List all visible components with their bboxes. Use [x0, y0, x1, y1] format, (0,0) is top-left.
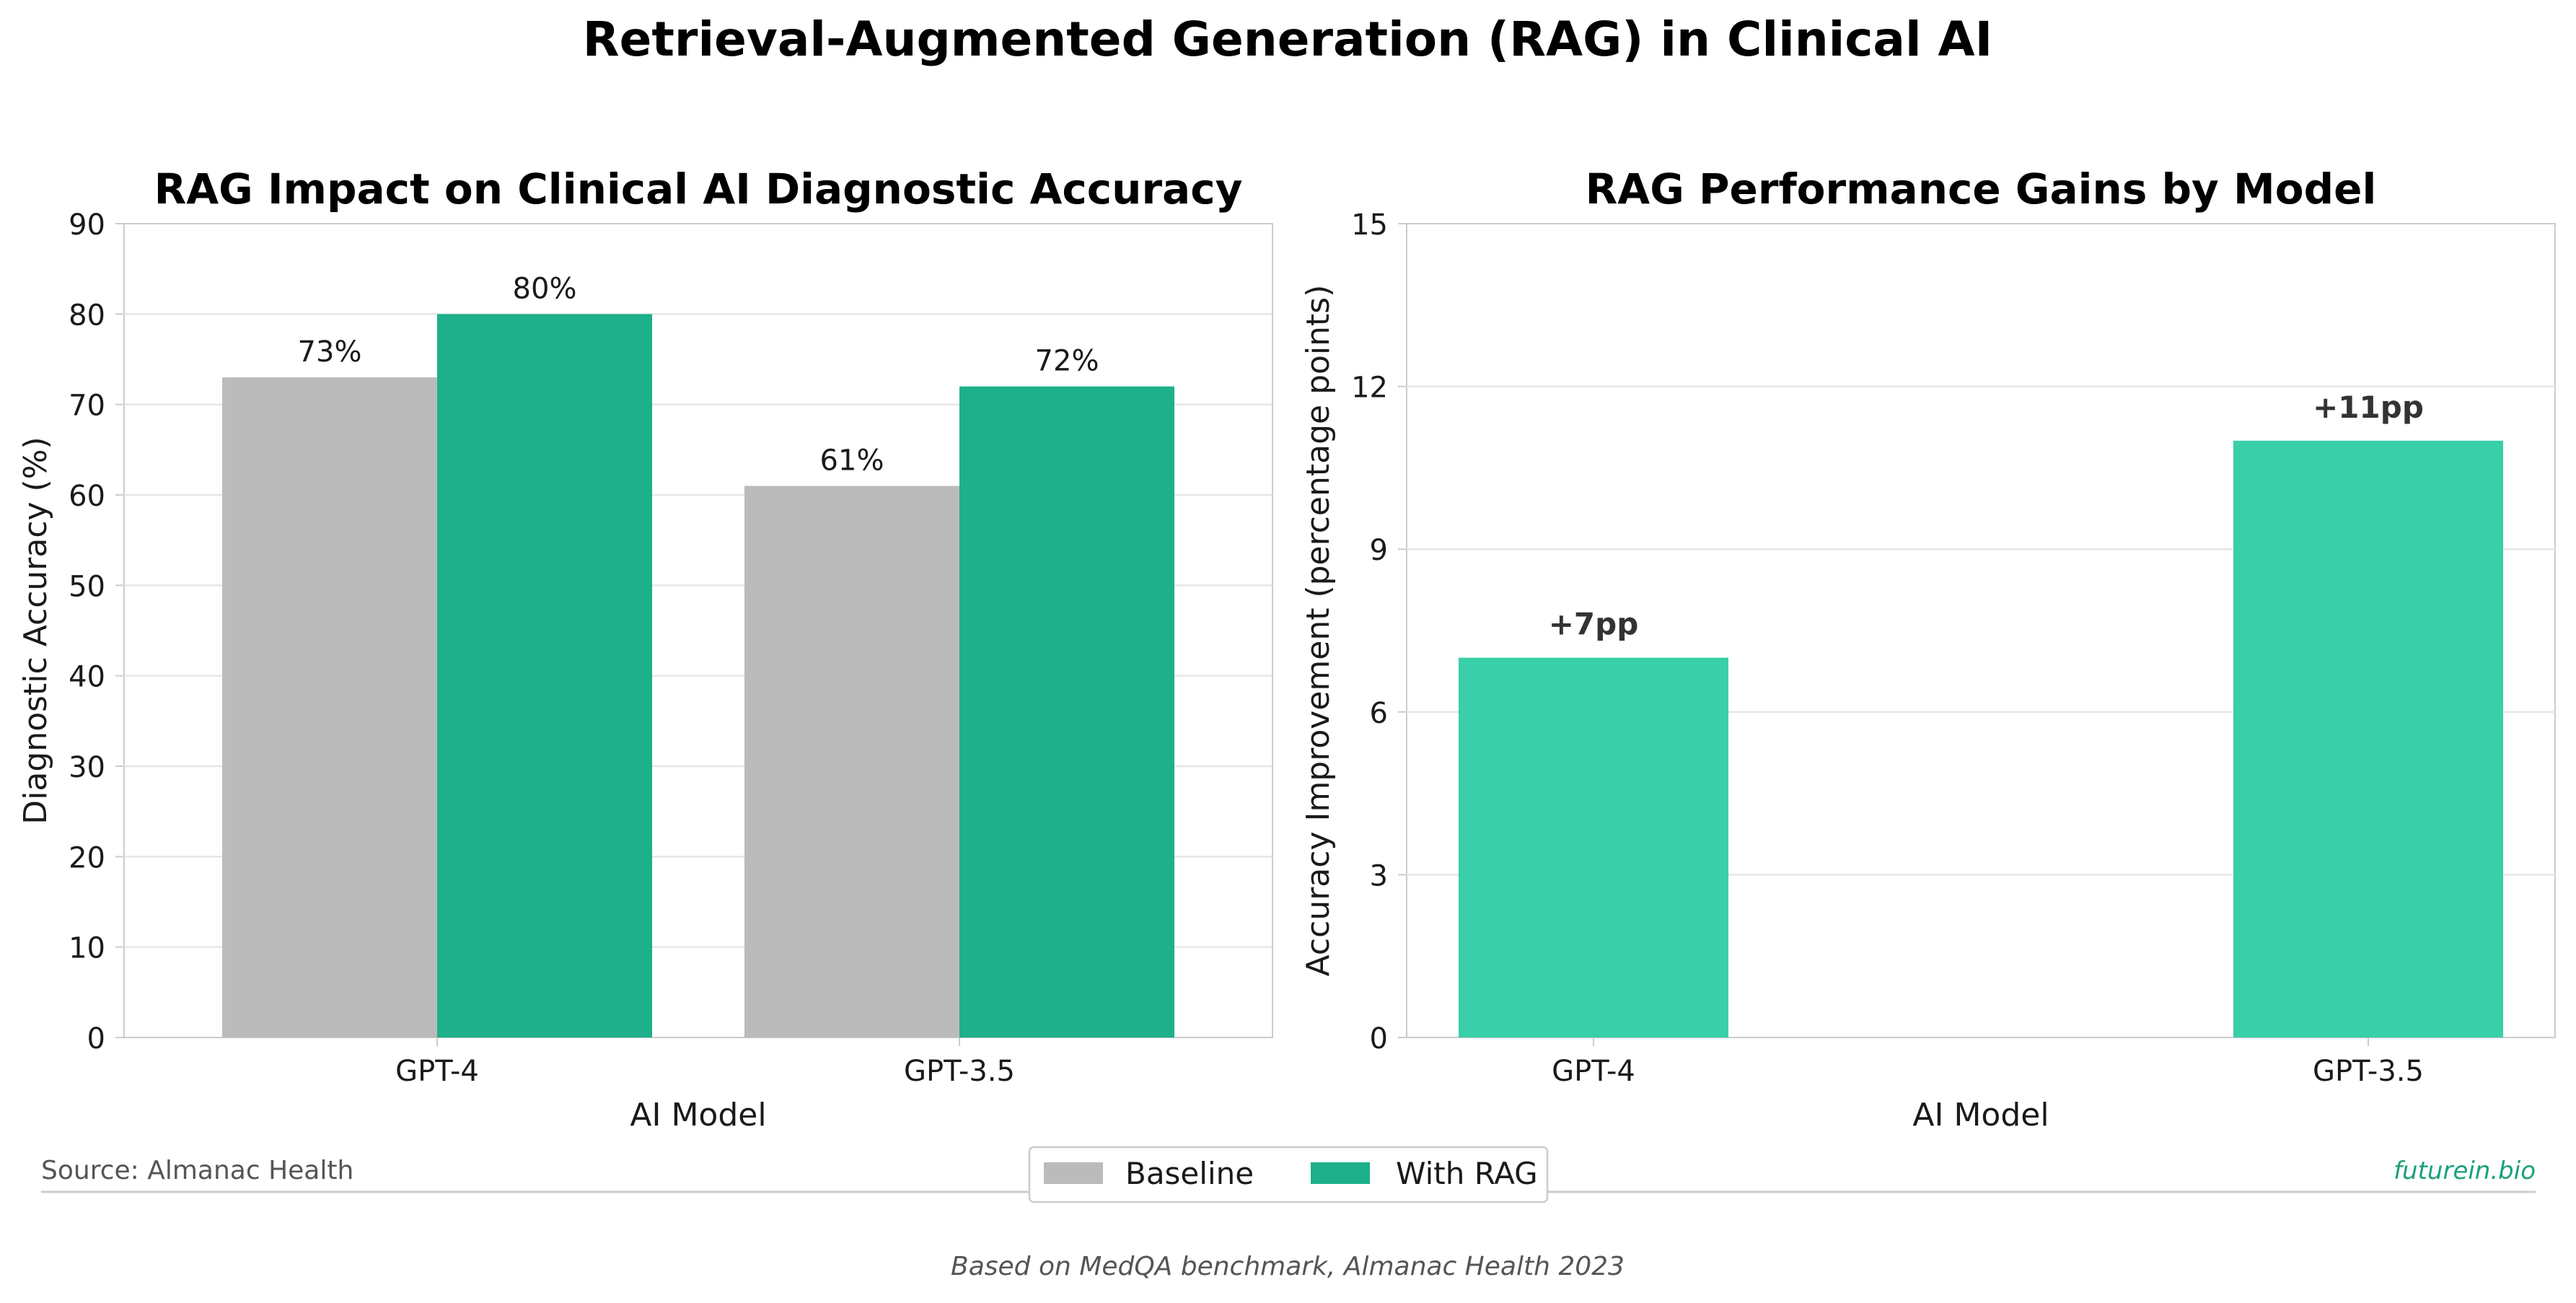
accuracy-y-tick-label: 60: [69, 480, 105, 513]
accuracy-y-tick-label: 90: [69, 209, 105, 242]
gains-x-tick-labels: GPT-4 GPT-3.5: [1552, 1037, 2424, 1088]
gains-y-axis-label: Accuracy Improvement (percentage points): [1300, 285, 1337, 977]
accuracy-chart-title: RAG Impact on Clinical AI Diagnostic Acc…: [154, 164, 1243, 214]
accuracy-y-tick-label: 80: [69, 299, 105, 332]
figure-title: Retrieval-Augmented Generation (RAG) in …: [583, 12, 1992, 67]
gain-value-label: +11pp: [2313, 390, 2424, 425]
gains-chart: 0 3 6 9 12 15 +7pp +11pp GPT-4 GPT-3.5 RAG Perf…: [1300, 164, 2556, 1133]
gains-y-tick-label: 15: [1351, 209, 1388, 242]
gains-chart-title: RAG Performance Gains by Model: [1586, 164, 2377, 214]
gains-y-tick-labels: 0 3 6 9 12 15: [1351, 209, 1407, 1056]
gains-y-tick-label: 6: [1370, 697, 1388, 730]
accuracy-y-tick-label: 70: [69, 390, 105, 423]
gains-x-axis-label: AI Model: [1912, 1097, 2049, 1133]
accuracy-x-tick-label: GPT-3.5: [904, 1055, 1015, 1088]
bar-value-label: 61%: [820, 444, 884, 477]
legend: Baseline With RAG: [1028, 1146, 1549, 1203]
legend-label-rag: With RAG: [1396, 1156, 1538, 1191]
gains-bars: [1459, 440, 2503, 1037]
legend-label-baseline: Baseline: [1125, 1156, 1254, 1191]
accuracy-bar-labels: 73% 80% 61% 72%: [298, 272, 1099, 477]
accuracy-x-axis-label: AI Model: [630, 1097, 766, 1133]
accuracy-x-tick-labels: GPT-4 GPT-3.5: [395, 1037, 1015, 1088]
legend-swatch-baseline: [1044, 1162, 1103, 1184]
accuracy-y-axis-label: Diagnostic Accuracy (%): [17, 436, 54, 824]
legend-swatch-rag: [1311, 1162, 1370, 1184]
bar-baseline: [222, 377, 437, 1037]
gains-y-tick-label: 12: [1351, 372, 1388, 405]
accuracy-y-tick-label: 0: [87, 1022, 105, 1056]
gains-x-tick-label: GPT-3.5: [2313, 1055, 2424, 1088]
bar-baseline: [744, 486, 959, 1037]
gain-bar: [2233, 440, 2503, 1037]
accuracy-y-tick-labels: 0 10 20 30 40 50 60 70 80 90: [69, 209, 124, 1056]
gains-y-tick-label: 9: [1370, 534, 1388, 567]
bar-value-label: 80%: [513, 272, 577, 305]
gain-bar: [1459, 657, 1728, 1037]
accuracy-y-tick-label: 20: [69, 841, 105, 874]
source-text: Source: Almanac Health: [41, 1156, 353, 1185]
gains-x-tick-label: GPT-4: [1552, 1055, 1635, 1088]
accuracy-y-tick-label: 50: [69, 570, 105, 603]
legend-frame: [1028, 1146, 1549, 1203]
brand-text: futurein.bio: [2393, 1157, 2536, 1185]
gains-chart-frame: [1406, 223, 2556, 1038]
bar-with-rag: [437, 314, 652, 1037]
gains-bar-labels: +7pp +11pp: [1549, 390, 2424, 642]
accuracy-chart-frame: [123, 223, 1273, 1038]
footnote: Based on MedQA benchmark, Almanac Health…: [951, 1252, 1625, 1281]
accuracy-y-tick-label: 40: [69, 661, 105, 694]
gain-value-label: +7pp: [1549, 607, 1639, 642]
accuracy-y-tick-label: 10: [69, 932, 105, 965]
accuracy-x-tick-label: GPT-4: [395, 1055, 479, 1088]
accuracy-bars: [222, 314, 1174, 1037]
gains-y-tick-label: 3: [1370, 859, 1388, 892]
bar-value-label: 72%: [1035, 345, 1099, 378]
gains-y-tick-label: 0: [1370, 1022, 1388, 1056]
bar-value-label: 73%: [298, 335, 362, 369]
bar-with-rag: [959, 386, 1174, 1037]
accuracy-y-tick-label: 30: [69, 751, 105, 784]
